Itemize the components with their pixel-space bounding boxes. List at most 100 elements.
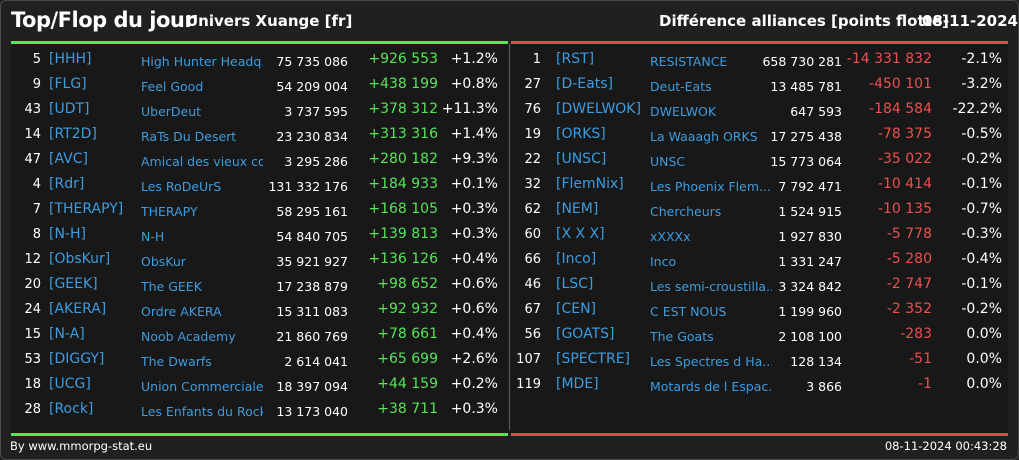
alliance-tag-link[interactable]: [AVC]	[49, 151, 88, 167]
percent-cell: -0.4%	[961, 251, 1002, 267]
alliance-name-link[interactable]: Les semi-croustilla...	[650, 279, 772, 294]
top-gainers-panel: 5 [HHH] High Hunter Headq... 75 735 086 +926…	[11, 41, 508, 436]
alliance-name-link[interactable]: La Waaagh ORKS	[650, 129, 758, 144]
rank-cell: 9	[32, 77, 41, 92]
difference-cell: +438 199	[368, 76, 438, 92]
alliance-name-link[interactable]: N-H	[141, 229, 165, 244]
rank-cell: 62	[524, 202, 541, 217]
alliance-name-link[interactable]: Inco	[650, 254, 677, 269]
alliance-tag-link[interactable]: [Rdr]	[49, 176, 85, 192]
alliance-tag-link[interactable]: [AKERA]	[49, 301, 107, 317]
alliance-tag-link[interactable]: [GEEK]	[49, 276, 98, 292]
alliance-tag-link[interactable]: [MDE]	[556, 376, 599, 392]
panel-divider	[509, 44, 510, 430]
points-cell: 3 737 595	[284, 104, 348, 119]
alliance-name-link[interactable]: Les Enfants du Rock	[141, 404, 263, 419]
table-row: 12 [ObsKur] ObsKur 35 921 927 +136 126 +0.4%	[11, 248, 508, 273]
alliance-tag-link[interactable]: [N-A]	[49, 326, 85, 342]
alliance-tag-link[interactable]: [THERAPY]	[49, 201, 124, 217]
table-row: 76 [DWELWOK] DWELWOK 647 593 -184 584 -22.2%	[511, 98, 1008, 123]
percent-cell: -0.7%	[961, 201, 1002, 217]
points-cell: 1 199 960	[778, 304, 842, 319]
alliance-tag-link[interactable]: [X X X]	[556, 226, 605, 242]
points-cell: 2 108 100	[778, 329, 842, 344]
points-cell: 647 593	[790, 104, 842, 119]
alliance-name-link[interactable]: The GEEK	[141, 279, 202, 294]
difference-cell: +92 932	[377, 301, 438, 317]
header: Top/Flop du jour Univers Xuange [fr] Dif…	[0, 0, 1019, 40]
rank-cell: 32	[524, 177, 541, 192]
alliance-name-link[interactable]: Deut-Eats	[650, 79, 712, 94]
alliance-name-link[interactable]: THERAPY	[141, 204, 198, 219]
alliance-name-link[interactable]: Les Phoenix Flem...	[650, 179, 771, 194]
table-row: 24 [AKERA] Ordre AKERA 15 311 083 +92 932 +0.…	[11, 298, 508, 323]
alliance-name-link[interactable]: Les RoDeUrS	[141, 179, 222, 194]
percent-cell: 0.0%	[966, 376, 1002, 392]
alliance-name-link[interactable]: RaTs Du Desert	[141, 129, 237, 144]
alliance-name-link[interactable]: xXXXx	[650, 229, 691, 244]
percent-cell: +0.6%	[450, 301, 498, 317]
difference-cell: +38 711	[377, 401, 438, 417]
alliance-tag-link[interactable]: [HHH]	[49, 51, 92, 67]
alliance-name-link[interactable]: Chercheurs	[650, 204, 722, 219]
alliance-tag-link[interactable]: [CEN]	[556, 301, 597, 317]
percent-cell: 0.0%	[966, 326, 1002, 342]
alliance-name-link[interactable]: RESISTANCE	[650, 54, 728, 69]
difference-cell: +184 933	[368, 176, 438, 192]
alliance-name-link[interactable]: UberDeut	[141, 104, 202, 119]
table-row: 1 [RST] RESISTANCE 658 730 281 -14 331 832 -2…	[511, 48, 1008, 73]
table-row: 119 [MDE] Motards de l Espac... 3 866 -1 0.0%	[511, 373, 1008, 398]
table-row: 27 [D-Eats] Deut-Eats 13 485 781 -450 101 -3.…	[511, 73, 1008, 98]
alliance-tag-link[interactable]: [RT2D]	[49, 126, 97, 142]
alliance-name-link[interactable]: ObsKur	[141, 254, 186, 269]
alliance-name-link[interactable]: The Dwarfs	[141, 354, 212, 369]
alliance-tag-link[interactable]: [UNSC]	[556, 151, 607, 167]
alliance-name-link[interactable]: Noob Academy	[141, 329, 236, 344]
alliance-tag-link[interactable]: [FlemNix]	[556, 176, 624, 192]
alliance-tag-link[interactable]: [RST]	[556, 51, 595, 67]
rank-cell: 76	[524, 102, 541, 117]
points-cell: 13 485 781	[770, 79, 842, 94]
alliance-tag-link[interactable]: [LSC]	[556, 276, 594, 292]
alliance-tag-link[interactable]: [N-H]	[49, 226, 86, 242]
alliance-tag-link[interactable]: [Inco]	[556, 251, 597, 267]
alliance-name-link[interactable]: Union Commerciale...	[141, 379, 263, 394]
percent-cell: -0.3%	[961, 226, 1002, 242]
alliance-tag-link[interactable]: [ORKS]	[556, 126, 606, 142]
alliance-name-link[interactable]: High Hunter Headq...	[141, 54, 263, 69]
difference-cell: -10 414	[877, 176, 932, 192]
points-cell: 2 614 041	[284, 354, 348, 369]
alliance-tag-link[interactable]: [DWELWOK]	[556, 101, 641, 117]
points-cell: 7 792 471	[778, 179, 842, 194]
difference-cell: +926 553	[368, 51, 438, 67]
alliance-name-link[interactable]: Les Spectres d Ha...	[650, 354, 772, 369]
alliance-name-link[interactable]: Motards de l Espac...	[650, 379, 772, 394]
alliance-tag-link[interactable]: [Rock]	[49, 401, 94, 417]
table-row: 18 [UCG] Union Commerciale... 18 397 094 +44…	[11, 373, 508, 398]
rank-cell: 46	[524, 277, 541, 292]
alliance-tag-link[interactable]: [NEM]	[556, 201, 599, 217]
percent-cell: -2.1%	[961, 51, 1002, 67]
alliance-tag-link[interactable]: [GOATS]	[556, 326, 615, 342]
alliance-name-link[interactable]: C EST NOUS	[650, 304, 727, 319]
alliance-tag-link[interactable]: [FLG]	[49, 76, 87, 92]
difference-cell: -51	[909, 351, 932, 367]
alliance-name-link[interactable]: The Goats	[650, 329, 714, 344]
alliance-tag-link[interactable]: [UDT]	[49, 101, 90, 117]
alliance-tag-link[interactable]: [DIGGY]	[49, 351, 105, 367]
alliance-name-link[interactable]: Amical des vieux con	[141, 154, 263, 169]
rank-cell: 107	[516, 352, 541, 367]
alliance-tag-link[interactable]: [ObsKur]	[49, 251, 111, 267]
alliance-tag-link[interactable]: [SPECTRE]	[556, 351, 630, 367]
footer-credit: By www.mmorpg-stat.eu	[10, 439, 153, 453]
rank-cell: 28	[24, 402, 41, 417]
alliance-name-link[interactable]: DWELWOK	[650, 104, 717, 119]
alliance-name-link[interactable]: UNSC	[650, 154, 686, 169]
alliance-name-link[interactable]: Ordre AKERA	[141, 304, 222, 319]
alliance-tag-link[interactable]: [D-Eats]	[556, 76, 613, 92]
points-cell: 13 173 040	[276, 404, 348, 419]
alliance-name-link[interactable]: Feel Good	[141, 79, 204, 94]
table-row: 32 [FlemNix] Les Phoenix Flem... 7 792 471 -…	[511, 173, 1008, 198]
alliance-tag-link[interactable]: [UCG]	[49, 376, 91, 392]
header-date: 08-11-2024	[922, 12, 1018, 30]
